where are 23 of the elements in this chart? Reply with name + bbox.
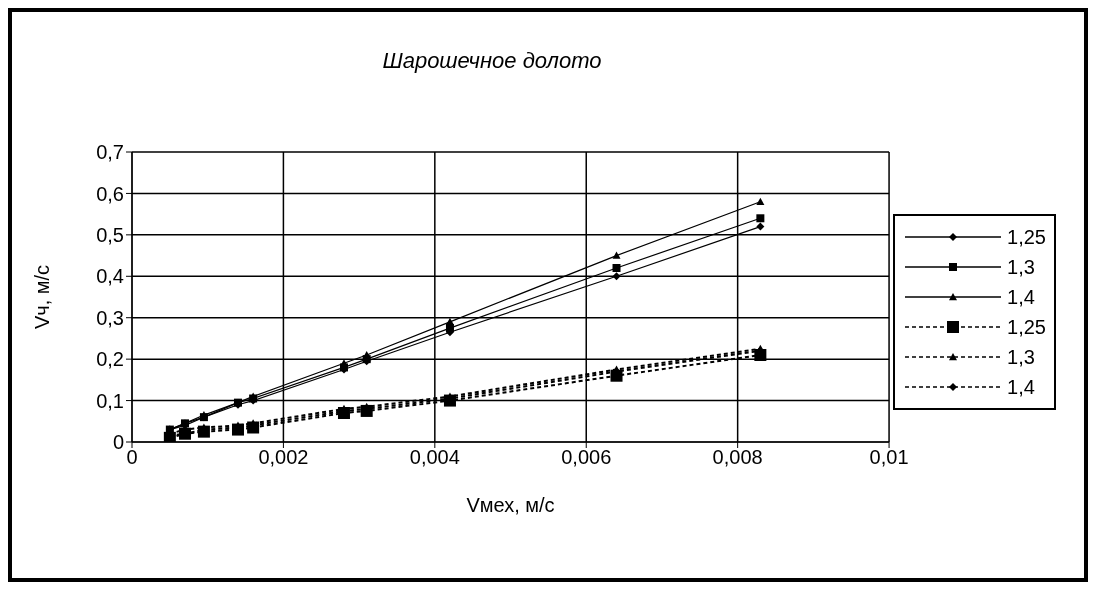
legend-label: 1,4 [1007, 375, 1035, 399]
legend-label: 1,3 [1007, 255, 1035, 279]
x-tick-label: 0,002 [258, 446, 309, 469]
y-tick-label: 0,5 [96, 223, 124, 246]
x-tick-label: 0,01 [869, 446, 909, 469]
x-tick-label: 0,006 [561, 446, 612, 469]
y-tick-label: 0,1 [96, 389, 124, 412]
legend-label: 1,4 [1007, 285, 1035, 309]
x-tick-label: 0,004 [409, 446, 460, 469]
legend-label: 1,25 [1007, 315, 1046, 339]
x-axis-title: Vмех, м/с [466, 494, 555, 516]
x-tick-label: 0,008 [712, 446, 763, 469]
y-tick-label: 0,7 [96, 141, 124, 164]
y-axis-title: Vч, м/с [31, 264, 54, 330]
y-tick-label: 0,3 [96, 306, 124, 329]
x-tick-label: 0 [126, 446, 138, 469]
legend-label: 1,3 [1007, 345, 1035, 369]
legend-label: 1,25 [1007, 225, 1046, 249]
y-tick-label: 0,4 [96, 265, 124, 288]
chart-title: Шарошечное долото [381, 48, 603, 74]
y-tick-label: 0,2 [96, 348, 124, 371]
y-tick-label: 0,6 [96, 182, 124, 205]
y-tick-label: 0 [112, 431, 124, 454]
